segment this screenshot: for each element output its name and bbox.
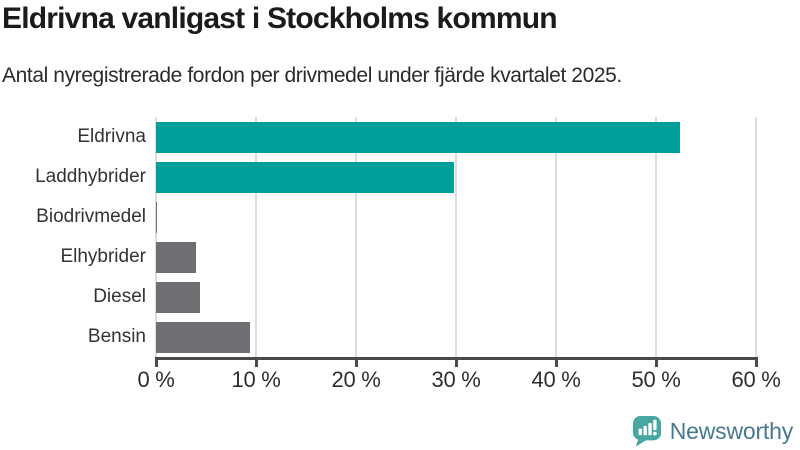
x-tick-60	[754, 360, 758, 367]
gridline-30	[455, 117, 457, 357]
category-label-biodrivmedel: Biodrivmedel	[36, 206, 146, 227]
category-label-diesel: Diesel	[93, 286, 146, 307]
x-tick-label-40: 40 %	[531, 367, 581, 392]
chart-title: Eldrivna vanligast i Stockholms kommun	[2, 2, 558, 35]
x-tick-label-60: 60 %	[731, 367, 781, 392]
x-tick-label-0: 0 %	[137, 367, 175, 392]
gridline-60	[755, 117, 757, 357]
gridline-50	[655, 117, 657, 357]
x-tick-label-30: 30 %	[431, 367, 481, 392]
x-tick-label-50: 50 %	[631, 367, 681, 392]
x-tick-20	[354, 360, 358, 367]
bar-elhybrider	[156, 241, 196, 273]
bar-diesel	[156, 281, 200, 313]
newsworthy-logo-text: Newsworthy	[669, 417, 793, 444]
x-tick-40	[554, 360, 558, 367]
newsworthy-logo-icon	[632, 416, 661, 447]
x-tick-30	[454, 360, 458, 367]
category-label-bensin: Bensin	[87, 326, 146, 347]
plot-area	[155, 117, 757, 357]
x-tick-50	[654, 360, 658, 367]
bar-bensin	[156, 321, 250, 353]
gridline-20	[355, 117, 357, 357]
gridline-0	[155, 117, 157, 357]
bar-biodrivmedel	[156, 201, 158, 233]
gridline-10	[255, 117, 257, 357]
category-label-elhybrider: Elhybrider	[60, 246, 146, 267]
x-tick-10	[254, 360, 258, 367]
x-axis-line	[155, 357, 758, 360]
bar-laddhybrider	[156, 161, 454, 193]
branding: Newsworthy	[632, 415, 793, 447]
x-tick-label-20: 20 %	[331, 367, 381, 392]
chart-subtitle: Antal nyregistrerade fordon per drivmede…	[2, 64, 622, 87]
category-label-laddhybrider: Laddhybrider	[35, 166, 146, 187]
gridline-40	[555, 117, 557, 357]
category-label-eldrivna: Eldrivna	[77, 126, 146, 147]
bar-eldrivna	[156, 121, 680, 153]
x-tick-0	[154, 360, 158, 367]
x-tick-label-10: 10 %	[231, 367, 281, 392]
